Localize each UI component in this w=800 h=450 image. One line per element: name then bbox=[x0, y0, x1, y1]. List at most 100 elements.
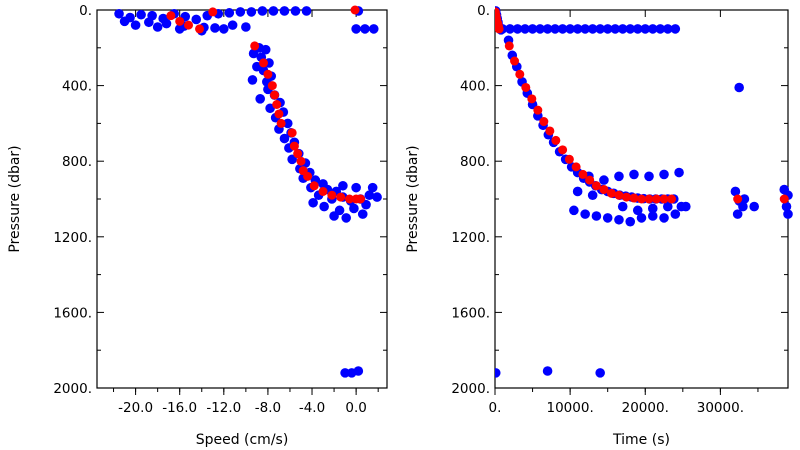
bin-mean-point bbox=[614, 190, 624, 200]
y-tick-label: 2000. bbox=[451, 381, 490, 397]
raw-sample-point bbox=[599, 175, 609, 185]
raw-sample-point bbox=[557, 24, 568, 34]
bin-mean-point bbox=[356, 194, 366, 204]
y-tick-label: 400. bbox=[62, 79, 92, 95]
x-tick-label: -4.0 bbox=[299, 400, 325, 416]
raw-sample-point bbox=[235, 7, 246, 17]
raw-sample-point bbox=[625, 216, 636, 227]
bin-mean-point bbox=[270, 90, 280, 100]
bin-mean-point bbox=[637, 194, 646, 204]
bin-mean-point bbox=[527, 94, 537, 104]
bin-mean-point bbox=[350, 5, 360, 15]
bin-mean-point bbox=[495, 24, 504, 34]
bin-mean-point bbox=[564, 154, 574, 164]
bin-mean-point bbox=[208, 7, 218, 17]
raw-sample-point bbox=[625, 24, 636, 34]
raw-sample-point bbox=[572, 186, 583, 197]
raw-sample-point bbox=[161, 18, 172, 29]
x-tick-label: 0.0 bbox=[345, 400, 366, 416]
bin-mean-point bbox=[303, 171, 313, 181]
raw-sample-point bbox=[351, 24, 361, 34]
raw-sample-point bbox=[681, 201, 691, 212]
raw-sample-point bbox=[353, 366, 364, 376]
x-axis-title: Speed (cm/s) bbox=[196, 432, 289, 448]
raw-sample-point bbox=[670, 209, 681, 219]
bin-mean-point bbox=[272, 100, 282, 109]
y-axis-title: Pressure (dbar) bbox=[405, 145, 421, 252]
raw-sample-point bbox=[130, 20, 141, 30]
raw-sample-point bbox=[361, 199, 371, 210]
raw-sample-point bbox=[569, 205, 579, 216]
raw-sample-point bbox=[257, 6, 268, 16]
raw-sample-point bbox=[636, 213, 647, 223]
bin-mean-point bbox=[545, 126, 555, 136]
plot-points bbox=[495, 6, 793, 378]
raw-sample-point bbox=[640, 24, 651, 34]
bin-mean-point bbox=[606, 188, 616, 198]
bin-mean-point bbox=[539, 117, 549, 127]
raw-sample-point bbox=[279, 6, 290, 16]
y-tick-label: 0. bbox=[477, 3, 490, 19]
raw-sample-point bbox=[732, 209, 743, 219]
bin-mean-point bbox=[629, 193, 639, 203]
y-tick-label: 1600. bbox=[451, 305, 490, 321]
bin-mean-point bbox=[287, 128, 297, 138]
bin-mean-point bbox=[644, 194, 654, 204]
bin-mean-point bbox=[318, 186, 328, 196]
bin-mean-point bbox=[274, 109, 284, 119]
bin-mean-point bbox=[259, 58, 269, 68]
raw-sample-point bbox=[587, 24, 598, 34]
raw-sample-point bbox=[246, 7, 257, 17]
raw-sample-point bbox=[659, 213, 669, 223]
raw-sample-point bbox=[260, 44, 271, 55]
bin-mean-point bbox=[345, 194, 355, 204]
bin-mean-point bbox=[591, 181, 601, 191]
bin-mean-point bbox=[578, 169, 588, 179]
raw-sample-point bbox=[749, 201, 759, 212]
raw-sample-point bbox=[527, 24, 538, 34]
raw-sample-point bbox=[602, 24, 613, 34]
bin-mean-point bbox=[276, 118, 286, 128]
raw-sample-point bbox=[248, 48, 259, 59]
raw-sample-point bbox=[629, 169, 639, 180]
raw-sample-point bbox=[783, 209, 793, 219]
bin-mean-point bbox=[515, 69, 525, 79]
y-axis-title: Pressure (dbar) bbox=[7, 145, 23, 252]
raw-sample-point bbox=[191, 14, 202, 25]
bin-mean-point bbox=[166, 11, 176, 21]
raw-sample-point bbox=[595, 368, 605, 378]
raw-sample-point bbox=[662, 201, 673, 212]
raw-sample-point bbox=[505, 24, 515, 34]
raw-sample-point bbox=[550, 24, 560, 34]
bin-mean-point bbox=[585, 175, 595, 185]
raw-sample-point bbox=[512, 24, 523, 34]
x-tick-label: 0. bbox=[489, 400, 502, 416]
y-tick-label: 1600. bbox=[53, 305, 92, 321]
bin-mean-point bbox=[175, 16, 185, 26]
bin-mean-point bbox=[533, 105, 543, 115]
y-tick-label: 800. bbox=[460, 154, 490, 170]
raw-sample-point bbox=[241, 22, 251, 32]
bin-mean-point bbox=[184, 20, 194, 30]
raw-sample-point bbox=[644, 171, 654, 182]
bin-mean-point bbox=[779, 194, 789, 204]
raw-sample-point bbox=[152, 22, 163, 32]
raw-sample-point bbox=[617, 201, 628, 212]
raw-sample-point bbox=[535, 24, 545, 34]
raw-sample-point bbox=[351, 182, 361, 193]
raw-sample-point bbox=[338, 180, 348, 191]
x-tick-label: 30000. bbox=[697, 400, 744, 416]
x-tick-label: -12.0 bbox=[206, 400, 241, 416]
speed-panel: 0. 400. 800. 1200. 1600. 2000. -20.0 -16.0 -12.0… bbox=[7, 3, 388, 448]
raw-sample-point bbox=[144, 17, 154, 28]
bin-mean-point bbox=[599, 185, 609, 195]
raw-sample-point bbox=[572, 24, 583, 34]
raw-sample-point bbox=[587, 190, 598, 201]
raw-sample-point bbox=[368, 24, 379, 34]
raw-sample-point bbox=[674, 167, 684, 178]
raw-sample-point bbox=[610, 24, 621, 34]
x-tick-label: -20.0 bbox=[118, 400, 153, 416]
bin-mean-point bbox=[551, 135, 561, 145]
bin-mean-point bbox=[195, 24, 205, 34]
